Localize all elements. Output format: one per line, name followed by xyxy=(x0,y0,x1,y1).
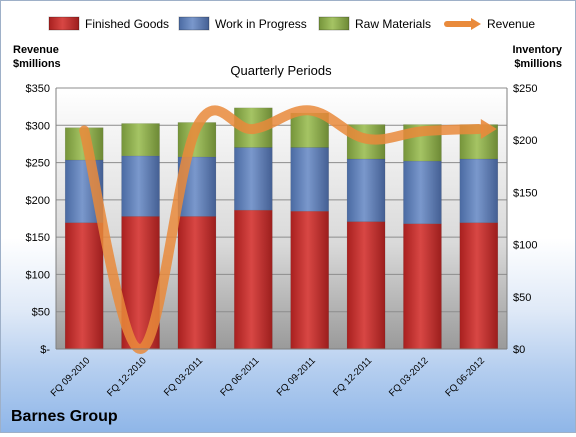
right-tick-label: $150 xyxy=(513,187,537,199)
bar-finished-goods xyxy=(290,210,329,350)
revenue-line-arrowhead xyxy=(480,119,497,140)
left-tick-label: $100 xyxy=(26,269,50,281)
bar-work-in-progress xyxy=(459,158,499,223)
legend-label: Finished Goods xyxy=(85,17,169,31)
legend-swatch xyxy=(178,16,210,31)
bar-finished-goods xyxy=(64,222,104,350)
x-tick-label: FQ 09-2011 xyxy=(275,355,318,398)
right-tick-label: $250 xyxy=(513,83,537,95)
x-tick-label: FQ 06-2012 xyxy=(443,355,487,399)
bar-work-in-progress xyxy=(346,158,386,222)
x-tick-label: FQ 12-2011 xyxy=(331,355,374,398)
bar-finished-goods xyxy=(234,209,273,350)
right-axis-label: Inventory xyxy=(512,44,562,56)
left-tick-label: $200 xyxy=(26,195,50,207)
legend-label: Raw Materials xyxy=(355,17,431,31)
left-tick-label: $350 xyxy=(26,83,50,95)
bar-work-in-progress xyxy=(290,147,329,212)
left-axis-label: $millions xyxy=(13,58,61,70)
bar-work-in-progress xyxy=(403,160,442,224)
bar-finished-goods xyxy=(346,221,386,350)
left-tick-label: $150 xyxy=(26,232,50,244)
right-tick-label: $0 xyxy=(513,344,525,356)
left-axis-label: Revenue xyxy=(13,44,59,56)
left-tick-label: $300 xyxy=(26,120,50,132)
right-tick-label: $50 xyxy=(513,292,531,304)
right-tick-label: $200 xyxy=(513,135,537,147)
x-tick-label: FQ 03-2011 xyxy=(162,355,205,398)
bar-work-in-progress xyxy=(234,147,273,211)
legend-label: Revenue xyxy=(487,17,535,31)
bar-finished-goods xyxy=(459,222,499,350)
right-tick-label: $100 xyxy=(513,240,537,252)
bar-raw-materials xyxy=(121,123,160,157)
left-tick-label: $50 xyxy=(32,307,50,319)
bar-finished-goods xyxy=(177,216,217,350)
left-tick-label: $250 xyxy=(26,158,50,170)
legend-swatch xyxy=(318,16,350,31)
legend-arrow xyxy=(471,18,481,30)
legend-label: Work in Progress xyxy=(215,17,307,31)
x-tick-label: FQ 09-2010 xyxy=(49,355,93,399)
company-name: Barnes Group xyxy=(11,408,118,425)
bar-work-in-progress xyxy=(121,155,160,217)
x-tick-label: FQ 03-2012 xyxy=(387,355,431,399)
legend-swatch xyxy=(48,16,80,31)
x-tick-label: FQ 12-2010 xyxy=(105,355,149,399)
x-tick-label: FQ 06-2011 xyxy=(218,355,261,398)
chart-title: Quarterly Periods xyxy=(230,63,332,78)
bar-finished-goods xyxy=(403,223,442,350)
right-axis-label: $millions xyxy=(514,58,562,70)
revenue-line xyxy=(79,105,484,355)
left-tick-label: $- xyxy=(40,344,50,356)
